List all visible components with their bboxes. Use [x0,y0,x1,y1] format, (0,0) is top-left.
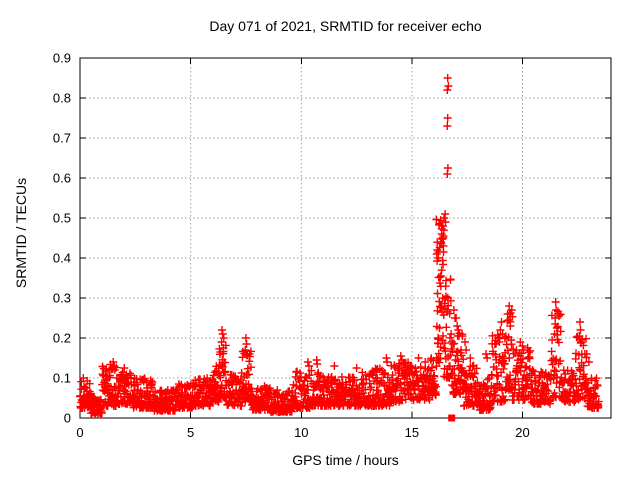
y-tick-label: 0 [64,411,71,426]
y-tick-label: 0.5 [53,211,71,226]
x-tick-label: 15 [405,425,419,440]
y-axis-label: SRMTID / TECUs [13,177,29,289]
chart-title: Day 071 of 2021, SRMTID for receiver ech… [209,18,482,34]
y-tick-label: 0.4 [53,251,71,266]
y-tick-labels: 0 0.1 0.2 0.3 0.4 0.5 0.6 0.7 0.8 0.9 [53,51,71,426]
grid-lines [81,59,610,417]
plot-frame [79,57,612,419]
x-axis-label: GPS time / hours [292,452,399,468]
x-tick-labels: 0 5 10 15 20 [76,425,529,440]
axis-ticks [79,57,611,419]
y-tick-label: 0.9 [53,51,71,66]
y-tick-label: 0.8 [53,91,71,106]
data-points-plus [76,74,603,418]
x-tick-label: 0 [76,425,83,440]
x-tick-label: 10 [294,425,308,440]
y-tick-label: 0.7 [53,131,71,146]
x-tick-label: 5 [187,425,194,440]
x-tick-label: 20 [515,425,529,440]
y-tick-label: 0.3 [53,291,71,306]
data-point-square [448,414,456,422]
y-tick-label: 0.2 [53,331,71,346]
y-tick-label: 0.6 [53,171,71,186]
y-tick-label: 0.1 [53,371,71,386]
